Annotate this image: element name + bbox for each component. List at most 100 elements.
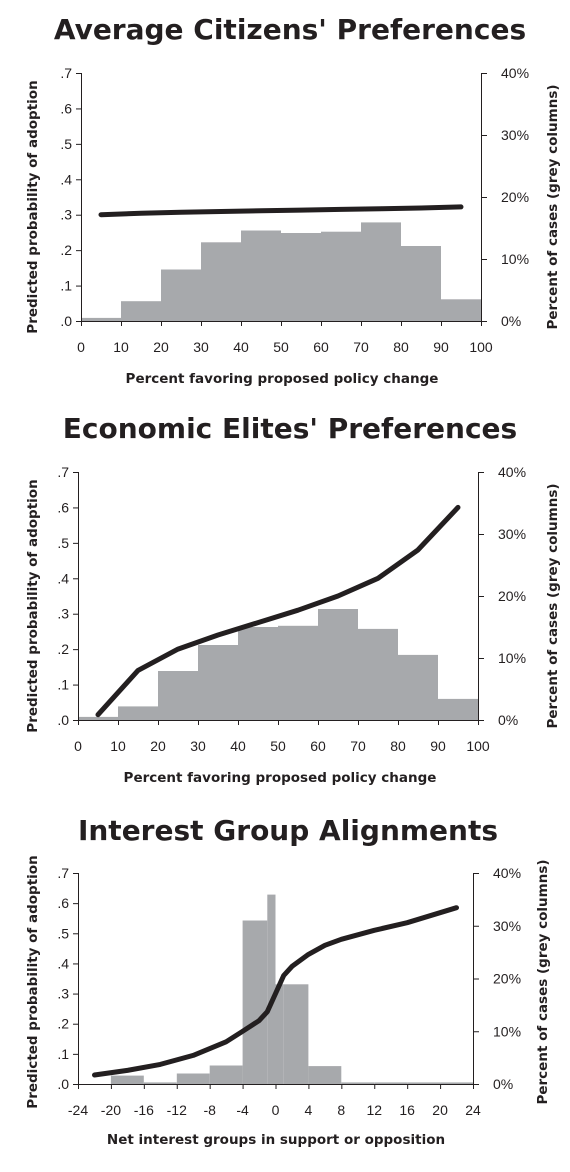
y-tick-label: .7 (57, 865, 69, 881)
x-tick-label: 20 (153, 339, 169, 355)
histogram-bar (110, 1075, 144, 1084)
histogram-bar (118, 706, 158, 720)
y-tick-label: .0 (57, 1076, 69, 1092)
y-tick-label: .4 (57, 570, 69, 586)
y-axis-label: Predicted probability of adoption (25, 479, 41, 732)
histogram-bar (398, 654, 438, 720)
y-axis-label: Predicted probability of adoption (25, 855, 41, 1108)
y-tick-label: .4 (60, 171, 72, 187)
chart-title: Economic Elites' Preferences (63, 412, 517, 445)
y-tick-label: .2 (60, 242, 72, 258)
y2-tick-label: 40% (493, 865, 521, 881)
x-tick-label: 40 (233, 339, 249, 355)
x-tick-label: 60 (313, 339, 329, 355)
x-tick-label: 16 (399, 1102, 415, 1118)
panel-interest-groups: Interest Group Alignments Net interest g… (25, 814, 551, 1148)
x-tick-label: -4 (236, 1102, 249, 1118)
plot-area: .0.1.2.3.4.5.6.70%10%20%30%40%-24 -20 -16-… (57, 865, 521, 1118)
x-tick-label: 100 (469, 339, 493, 355)
x-axis-label: Percent favoring proposed policy change (124, 770, 437, 786)
histogram-bar (81, 317, 121, 321)
y-tick-label: .5 (57, 925, 69, 941)
x-tick-label: 4 (305, 1102, 313, 1118)
y-tick-label: .3 (57, 606, 69, 622)
x-tick-label: -24 (68, 1102, 88, 1118)
y-tick-label: .6 (60, 100, 72, 116)
y2-tick-label: 20% (498, 588, 526, 604)
probability-line (95, 504, 461, 718)
y-tick-label: .6 (57, 895, 69, 911)
y2-tick-label: 10% (493, 1023, 521, 1039)
y2-tick-label: 20% (501, 189, 529, 205)
histogram-bar (161, 269, 201, 321)
x-tick-label: 0 (272, 1102, 280, 1118)
x-tick-label: 100 (466, 738, 490, 754)
histogram-bar (440, 1082, 473, 1084)
y-tick-label: .6 (57, 499, 69, 515)
x-tick-label: 70 (350, 738, 366, 754)
y2-tick-label: 30% (501, 127, 529, 143)
histogram-bar (341, 1082, 375, 1084)
histogram-bar (209, 1065, 243, 1084)
chart-title: Average Citizens' Preferences (54, 13, 526, 46)
chart-title: Interest Group Alignments (78, 814, 498, 847)
y2-tick-label: 30% (498, 526, 526, 542)
x-tick-label: 20 (150, 738, 166, 754)
x-tick-label: 8 (337, 1102, 345, 1118)
y2-tick-label: 0% (501, 313, 521, 329)
histogram-bar (121, 301, 161, 321)
y2-tick-label: 40% (501, 65, 529, 81)
y-tick-label: .3 (57, 986, 69, 1002)
histogram-bar (198, 645, 238, 720)
histogram-bar (158, 671, 198, 720)
probability-line (98, 204, 464, 218)
x-tick-label: 40 (230, 738, 246, 754)
y2-tick-label: 0% (493, 1076, 513, 1092)
x-tick-label: 30 (193, 339, 209, 355)
histogram-bar (308, 1066, 342, 1084)
histogram-bar (78, 716, 118, 720)
x-tick-label: -20 (101, 1102, 121, 1118)
y-tick-label: .7 (60, 65, 72, 81)
histogram-bar (176, 1073, 210, 1084)
x-tick-label: 0 (77, 339, 85, 355)
x-tick-label: 80 (390, 738, 406, 754)
y-tick-label: .3 (60, 207, 72, 223)
x-tick-label: -12 (167, 1102, 187, 1118)
x-tick-label: 0 (74, 738, 82, 754)
x-axis-label: Percent favoring proposed policy change (126, 371, 439, 387)
x-tick-label: 50 (270, 738, 286, 754)
y-tick-label: .2 (57, 1016, 69, 1032)
x-tick-label: 90 (430, 738, 446, 754)
x-tick-label: 30 (190, 738, 206, 754)
x-tick-label: 70 (353, 339, 369, 355)
x-tick-label: 10 (110, 738, 126, 754)
histogram-bar (358, 628, 398, 720)
y-tick-label: .5 (57, 535, 69, 551)
x-axis-label: Net interest groups in support or opposi… (107, 1132, 445, 1148)
y2-tick-label: 0% (498, 712, 518, 728)
y-tick-label: .4 (57, 955, 69, 971)
y-tick-label: .0 (57, 712, 69, 728)
histogram-bar (318, 609, 358, 720)
y-tick-label: .2 (57, 641, 69, 657)
panel-economic-elites: Economic Elites' Preferences Percent fav… (25, 412, 561, 786)
y2-tick-label: 10% (498, 650, 526, 666)
y-tick-label: .7 (57, 464, 69, 480)
y-tick-label: .5 (60, 136, 72, 152)
y-tick-label: .1 (60, 278, 72, 294)
histogram-bar (267, 894, 276, 1084)
plot-area: .0 .1 .2 .3 .4 .5 .6 .7 0% 10% 20% 30% 40% 0 10 20 30 40 5… (57, 464, 526, 754)
x-tick-label: 20 (432, 1102, 448, 1118)
histogram-bar (278, 625, 318, 720)
histogram-bar (241, 230, 281, 321)
y2-axis-label: Percent of cases (grey columns) (535, 859, 551, 1104)
x-tick-label: 10 (113, 339, 129, 355)
panel-average-citizens: Average Citizens' Preferences Percent fa… (25, 13, 561, 387)
histogram-bar (438, 698, 478, 720)
x-tick-label: 12 (366, 1102, 382, 1118)
histogram-bar (441, 299, 481, 321)
plot-area: .0 .1 .2 .3 .4 .5 .6 .7 0% 10% 20% 30% 40% 0 10 20 30 40 5… (60, 65, 529, 355)
x-tick-label: -8 (203, 1102, 216, 1118)
